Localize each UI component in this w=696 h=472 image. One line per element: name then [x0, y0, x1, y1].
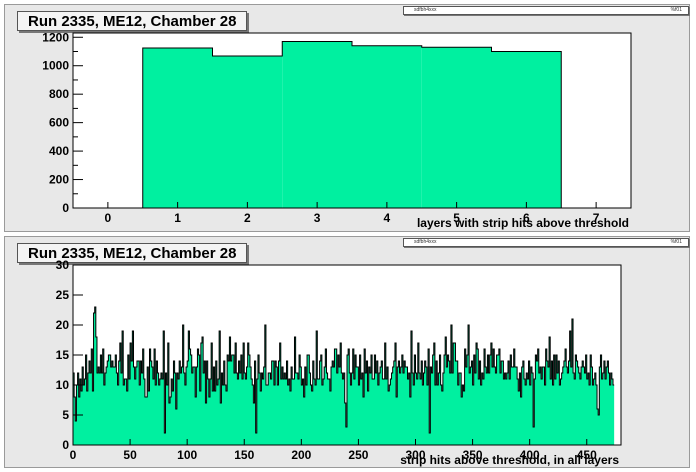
stats-entry-value: %f01 [670, 239, 682, 245]
x-tick-label: 3 [314, 211, 321, 225]
x-tick-label: 6 [523, 211, 530, 225]
y-tick-label: 5 [62, 408, 69, 422]
y-tick-label: 200 [49, 173, 69, 187]
stats-entry-value: %f01 [670, 7, 682, 13]
bar [212, 56, 283, 208]
x-tick-label: 0 [105, 211, 112, 225]
x-tick-label: 2 [244, 211, 251, 225]
x-tick-label: 1 [174, 211, 181, 225]
bar [142, 47, 213, 208]
stats-box: sdfbh4xxx %f01 [403, 238, 689, 247]
y-tick-label: 600 [49, 116, 69, 130]
x-tick-label: 150 [234, 448, 254, 462]
x-tick-label: 350 [463, 448, 483, 462]
x-tick-label: 400 [520, 448, 540, 462]
x-tick-label: 50 [123, 448, 137, 462]
plot-border [72, 32, 632, 209]
y-tick-label: 1000 [42, 59, 69, 73]
y-tick-label: 20 [56, 318, 70, 332]
x-tick-label: 4 [384, 211, 391, 225]
y-tick-label: 400 [49, 144, 69, 158]
y-tick-label: 15 [56, 348, 70, 362]
stats-box: sdfbh4xxx %f01 [403, 6, 689, 15]
bar [491, 51, 562, 208]
stats-entry-name: sdfbh4xxx [414, 239, 437, 245]
x-tick-label: 0 [70, 448, 77, 462]
histogram-line [73, 306, 615, 434]
x-axis-label: layers with strip hits above threshold [417, 216, 629, 230]
y-tick-label: 25 [56, 288, 70, 302]
bar [352, 45, 422, 209]
y-tick-label: 800 [49, 87, 69, 101]
y-tick-label: 0 [62, 438, 69, 452]
y-tick-label: 10 [56, 378, 70, 392]
y-tick-label: 0 [62, 201, 69, 215]
chart-title: Run 2335, ME12, Chamber 28 [17, 11, 248, 31]
x-axis-label: strip hits above threshold, in all layer… [400, 453, 619, 467]
chart-title: Run 2335, ME12, Chamber 28 [17, 243, 248, 263]
x-tick-label: 5 [453, 211, 460, 225]
x-tick-label: 200 [291, 448, 311, 462]
x-tick-label: 7 [593, 211, 600, 225]
y-tick-label: 1200 [42, 30, 69, 44]
stats-entry-name: sdfbh4xxx [414, 7, 437, 13]
x-tick-label: 300 [405, 448, 425, 462]
y-tick-label: 30 [56, 258, 70, 272]
x-tick-label: 100 [177, 448, 197, 462]
x-tick-label: 450 [577, 448, 597, 462]
x-tick-label: 250 [348, 448, 368, 462]
bar [421, 47, 492, 208]
bar-outline [142, 41, 562, 208]
bar [282, 41, 352, 208]
